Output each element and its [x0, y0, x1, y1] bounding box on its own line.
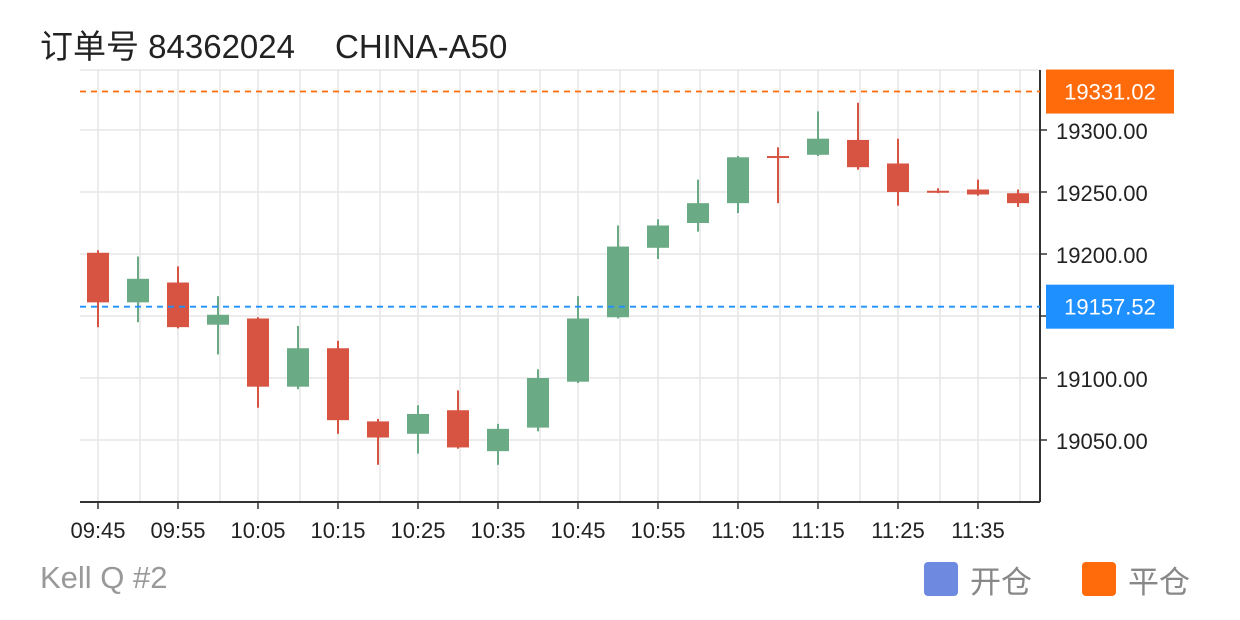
x-tick-label: 11:35: [951, 518, 1004, 543]
close-price-tag: [1046, 69, 1174, 114]
legend-open-swatch: [924, 562, 958, 596]
y-tick-label: 19250.00: [1056, 181, 1148, 206]
x-tick-label: 11:25: [871, 518, 924, 543]
candle-body: [127, 278, 149, 303]
close-price-label: 19331.02: [1064, 80, 1156, 105]
candle-body: [847, 139, 869, 168]
candle-body: [807, 138, 829, 155]
chart-title: 订单号 84362024 CHINA-A50: [40, 20, 507, 68]
y-tick-label: 19300.00: [1056, 119, 1148, 144]
x-tick-label: 10:05: [230, 518, 285, 543]
candle-body: [487, 428, 509, 452]
candle-body: [607, 246, 629, 318]
open-price-tag: [1046, 284, 1174, 329]
y-tick-label: 19100.00: [1056, 367, 1148, 392]
candle-body: [367, 421, 389, 438]
x-tick-label: 09:55: [150, 518, 205, 543]
candle-body: [967, 189, 989, 195]
candle-body: [207, 314, 229, 325]
candle-body: [327, 348, 349, 421]
x-tick-label: 10:35: [470, 518, 525, 543]
legend-close-swatch: [1082, 562, 1116, 596]
candle-body: [767, 156, 789, 159]
open-price-label: 19157.52: [1064, 295, 1156, 320]
candle-body: [447, 410, 469, 448]
x-tick-label: 10:45: [550, 518, 605, 543]
candle-body: [87, 252, 109, 303]
x-tick-label: 10:25: [390, 518, 445, 543]
candle-body: [567, 318, 589, 382]
legend-open[interactable]: 开仓: [924, 562, 1032, 600]
candle-body: [527, 378, 549, 428]
candle-body: [407, 413, 429, 434]
candle-body: [287, 348, 309, 387]
x-tick-label: 11:15: [791, 518, 844, 543]
candlestick-chart: 19050.0019100.0019150.0019200.0019250.00…: [70, 69, 1174, 543]
y-tick-label: 19050.00: [1056, 429, 1148, 454]
candle-body: [887, 163, 909, 192]
symbol-name: CHINA-A50: [335, 28, 508, 65]
candle-body: [1007, 193, 1029, 204]
candle-body: [727, 157, 749, 204]
candle-body: [647, 225, 669, 248]
candle-body: [687, 203, 709, 223]
candle-body: [927, 190, 949, 193]
x-tick-label: 09:45: [70, 518, 125, 543]
legend-close[interactable]: 平仓: [1082, 562, 1190, 600]
watermark: Kell Q #2: [40, 560, 168, 595]
x-tick-label: 11:05: [711, 518, 764, 543]
candle-body: [247, 318, 269, 387]
y-tick-label: 19200.00: [1056, 243, 1148, 268]
candle-body: [167, 282, 189, 328]
legend-close-label: 平仓: [1128, 564, 1190, 600]
legend-open-label: 开仓: [970, 564, 1032, 600]
x-tick-label: 10:55: [630, 518, 685, 543]
order-number: 订单号 84362024: [40, 28, 295, 65]
x-tick-label: 10:15: [310, 518, 365, 543]
